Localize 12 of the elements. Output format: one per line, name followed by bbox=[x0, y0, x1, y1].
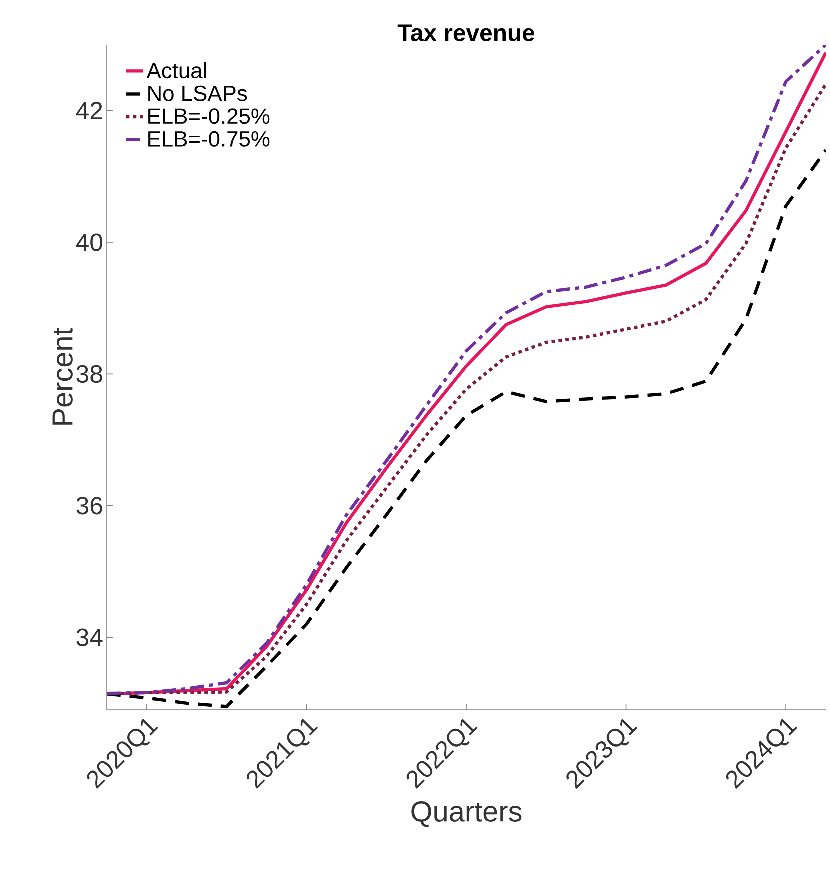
chart-title: Tax revenue bbox=[398, 24, 535, 42]
legend-label: ELB=-0.75% bbox=[148, 131, 270, 147]
y-tick-label: 40 bbox=[76, 234, 102, 252]
y-tick-label: 36 bbox=[76, 497, 102, 515]
y-tick-label: 34 bbox=[76, 628, 103, 646]
legend-label: No LSAPs bbox=[148, 86, 248, 102]
x-axis-title: Quarters bbox=[412, 801, 522, 828]
legend-label: ELB=-0.25% bbox=[148, 108, 270, 124]
y-tick-label: 42 bbox=[76, 102, 102, 120]
legend-label: Actual bbox=[146, 62, 206, 79]
y-axis-title: Percent bbox=[52, 328, 73, 425]
y-tick-label: 38 bbox=[76, 365, 102, 384]
